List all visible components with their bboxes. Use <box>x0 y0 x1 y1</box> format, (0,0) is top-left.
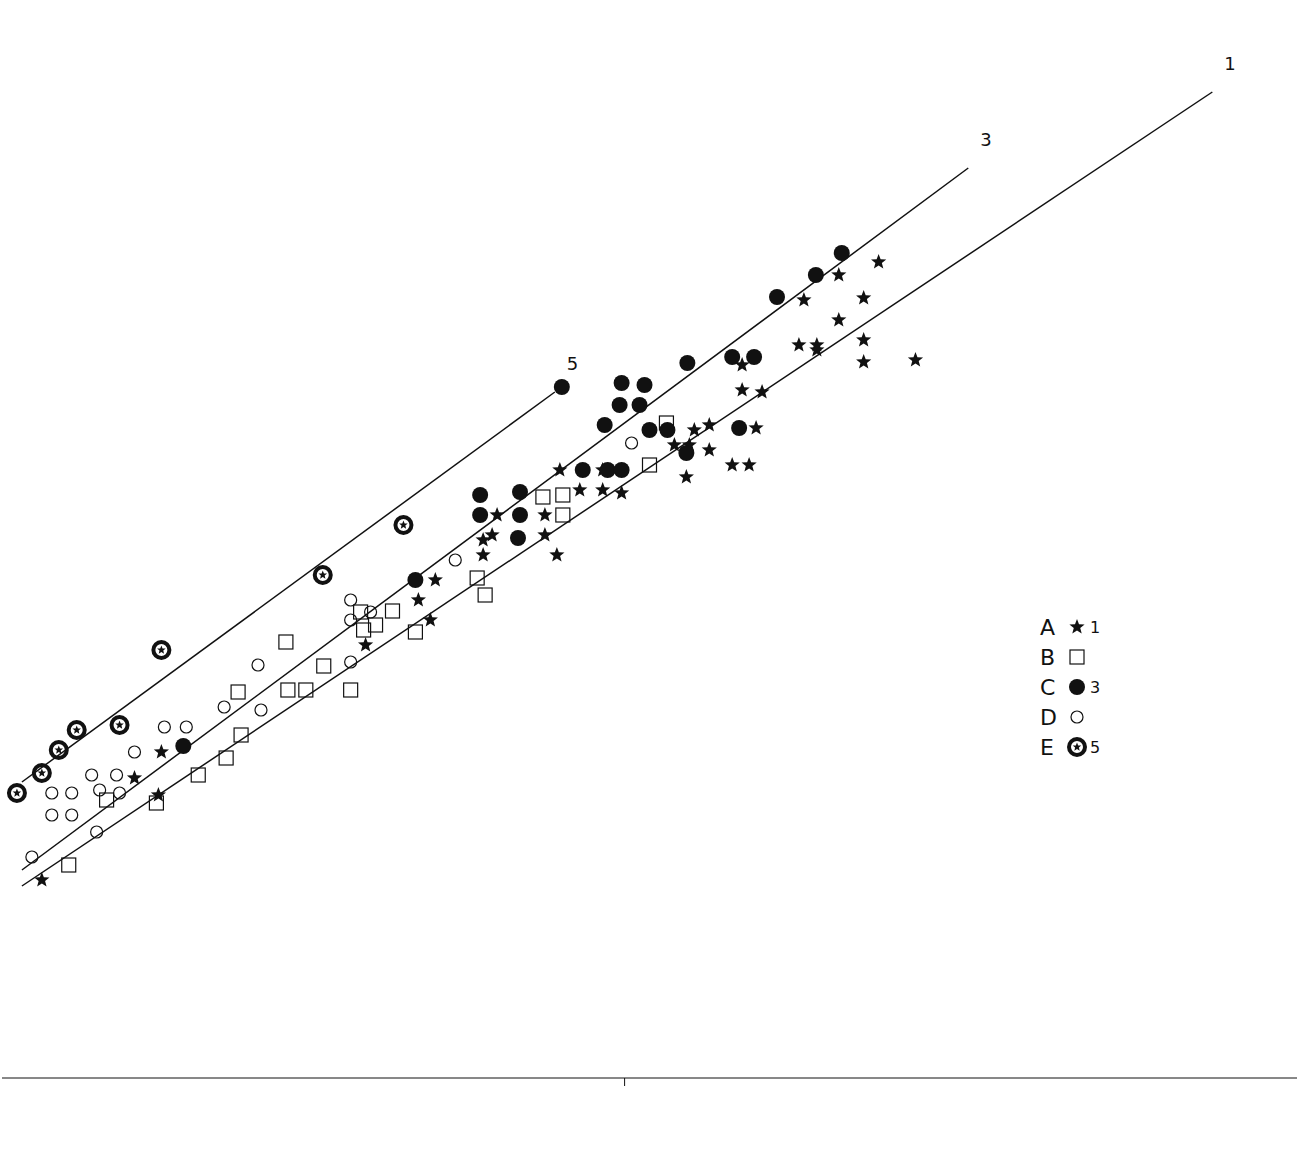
html-text:3: 3 <box>1090 677 1101 697</box>
html-text:5: 5 <box>1090 737 1101 757</box>
svg-text:1: 1 <box>1224 53 1235 74</box>
html-text:1: 1 <box>1090 617 1101 637</box>
svg-text:5: 5 <box>567 353 578 374</box>
html-text:C: C <box>1040 674 1056 700</box>
html-text:B: B <box>1040 644 1056 670</box>
html-text:D: D <box>1040 704 1057 730</box>
svg-text:3: 3 <box>980 129 991 150</box>
html-text:E: E <box>1040 734 1054 760</box>
html-text:A: A <box>1040 614 1056 640</box>
